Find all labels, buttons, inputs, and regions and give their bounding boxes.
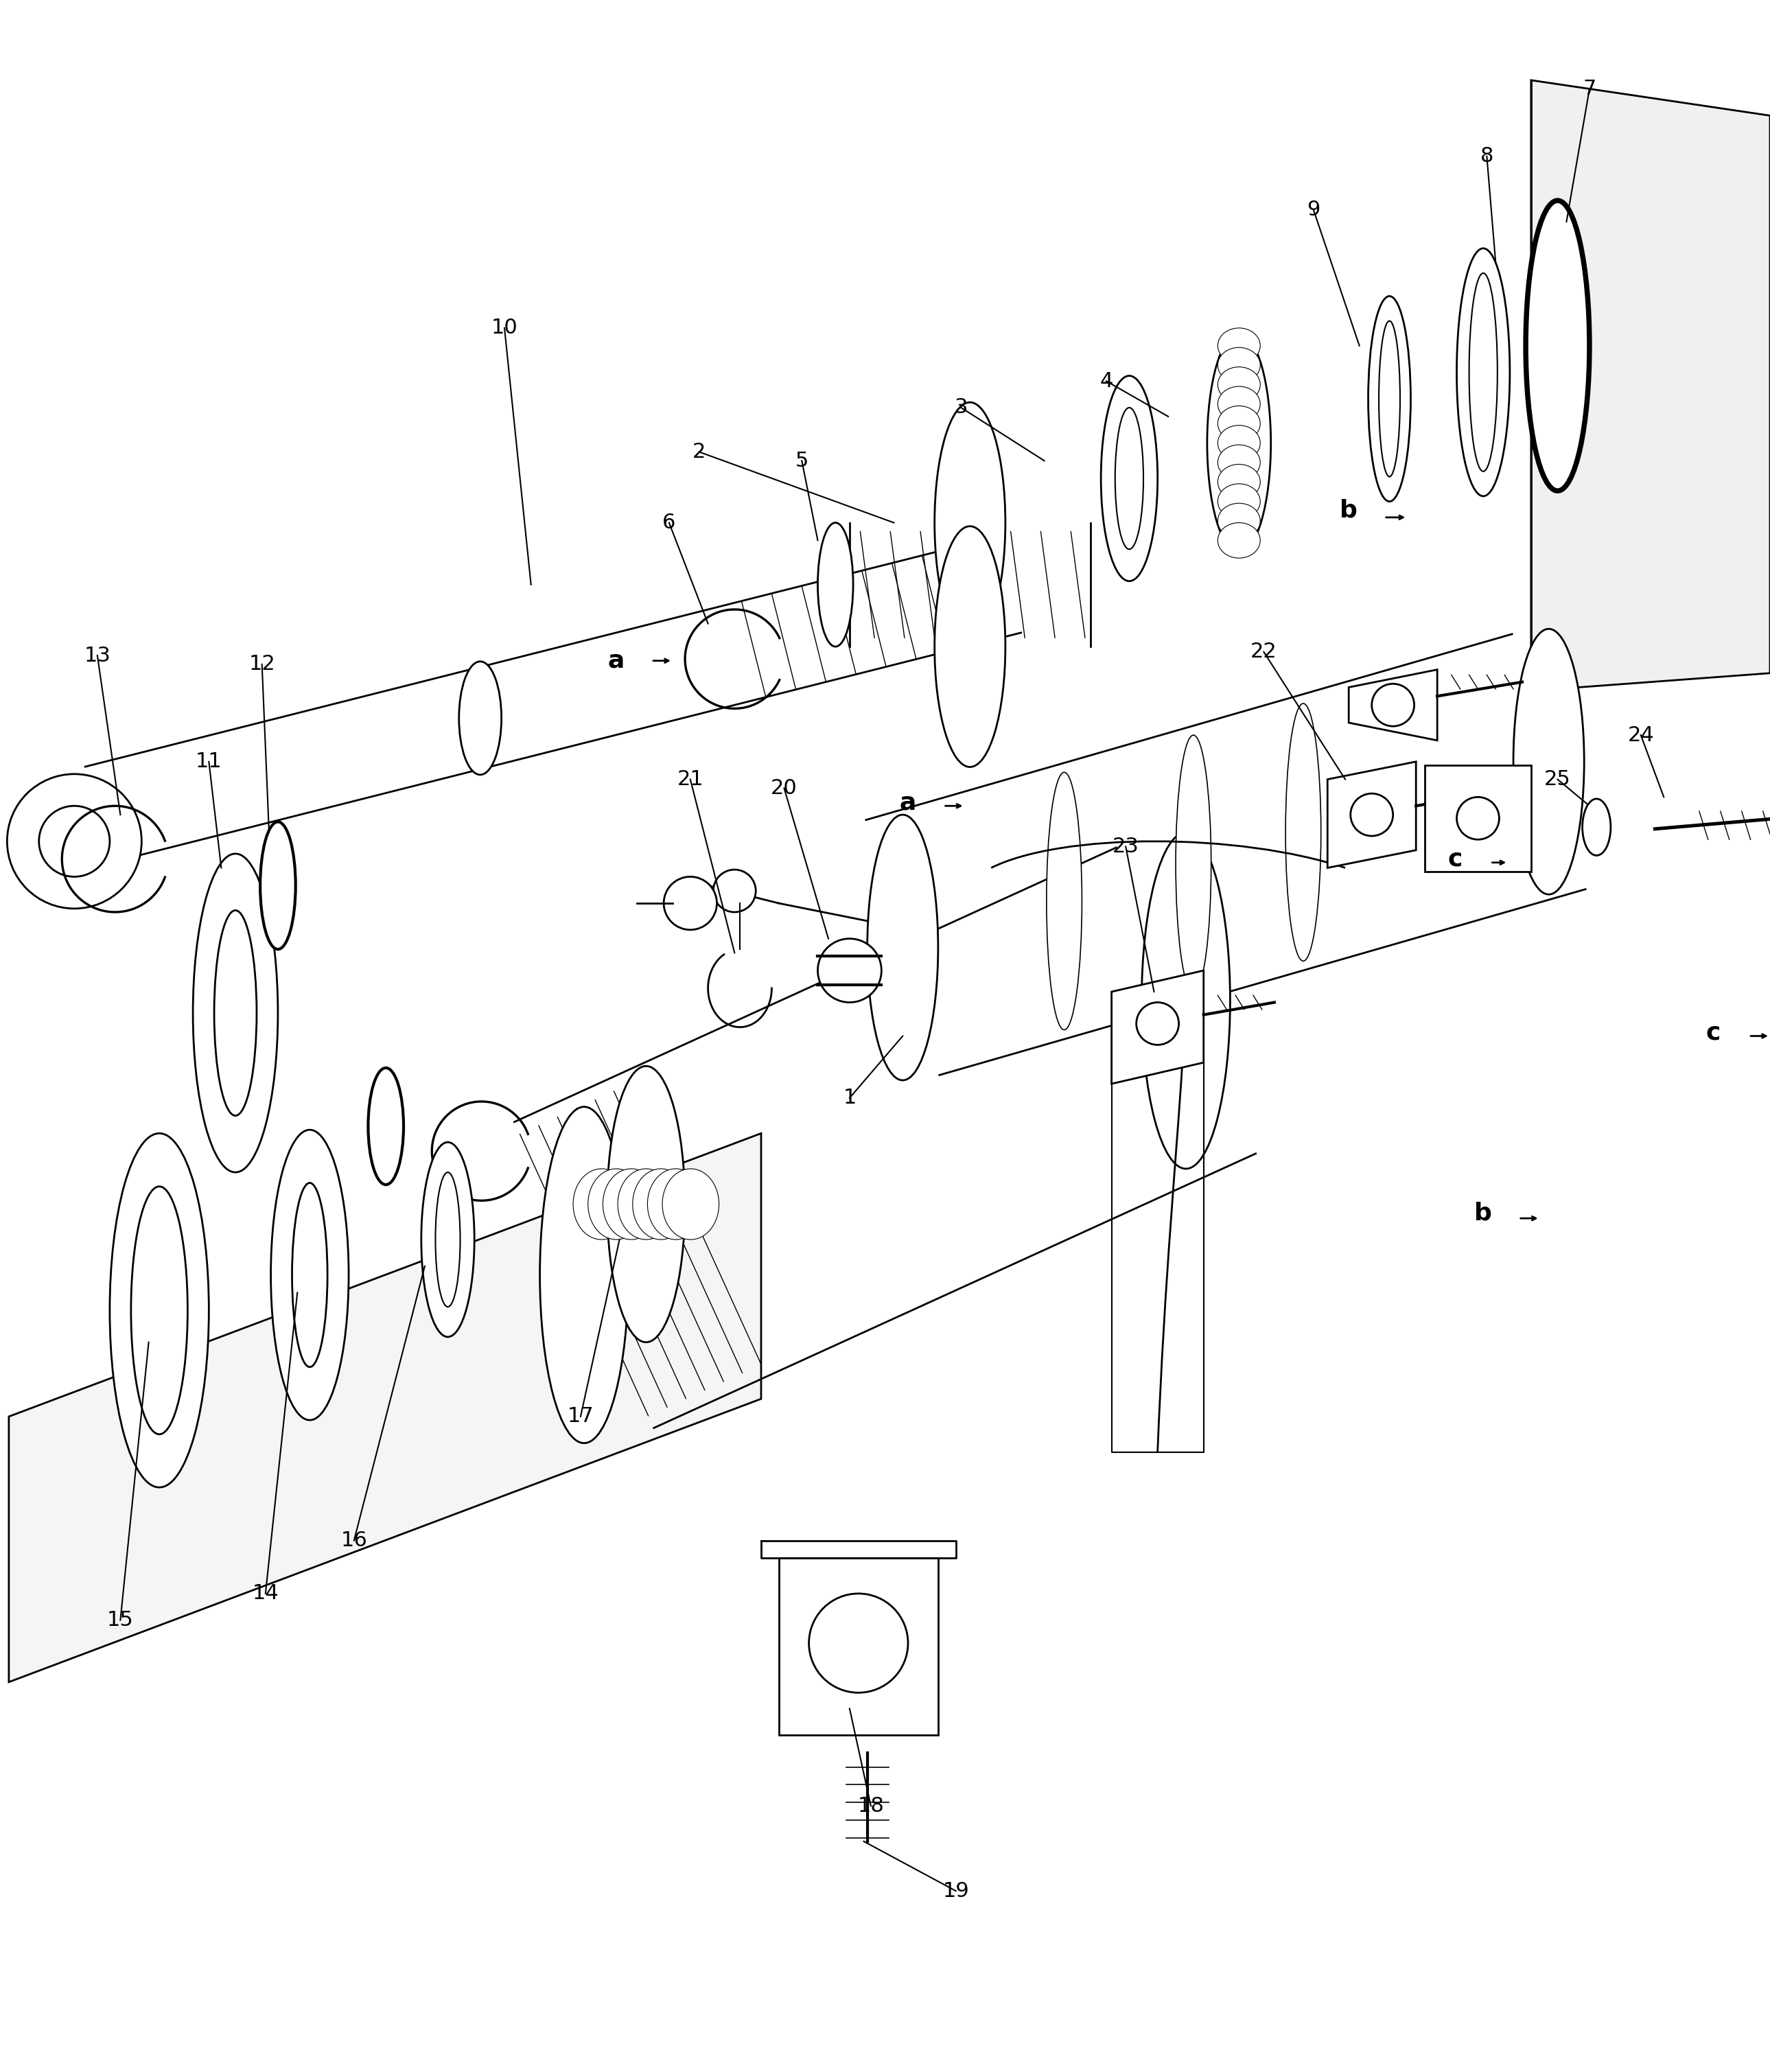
Circle shape [1457,798,1499,839]
Ellipse shape [618,1169,674,1239]
Ellipse shape [1218,385,1260,423]
Text: 18: 18 [857,1796,885,1815]
Polygon shape [1328,762,1416,868]
Ellipse shape [1218,406,1260,441]
Circle shape [1372,684,1414,727]
Ellipse shape [131,1187,188,1434]
Ellipse shape [1526,201,1589,491]
Ellipse shape [271,1129,349,1419]
Text: 6: 6 [662,512,676,533]
Text: 22: 22 [1250,642,1278,661]
Circle shape [1136,1003,1179,1044]
Ellipse shape [1368,296,1411,501]
Text: 14: 14 [251,1583,280,1604]
Ellipse shape [421,1142,474,1336]
Text: 12: 12 [248,655,276,673]
Circle shape [7,775,142,908]
Ellipse shape [867,814,938,1080]
Ellipse shape [1582,800,1611,856]
Ellipse shape [1218,503,1260,539]
Text: 21: 21 [676,769,704,789]
Ellipse shape [110,1133,209,1488]
Ellipse shape [648,1169,704,1239]
Text: 20: 20 [770,779,798,798]
Ellipse shape [435,1173,460,1307]
Ellipse shape [1457,249,1510,495]
Circle shape [664,876,717,930]
Ellipse shape [607,1067,685,1343]
Ellipse shape [193,854,278,1173]
Circle shape [1351,794,1393,835]
Ellipse shape [632,1169,689,1239]
Ellipse shape [1218,367,1260,402]
Ellipse shape [1218,483,1260,520]
Ellipse shape [292,1183,327,1368]
Text: 11: 11 [195,752,223,771]
Text: 3: 3 [954,398,968,419]
Ellipse shape [662,1169,719,1239]
Ellipse shape [458,661,501,775]
Text: 4: 4 [1099,371,1113,392]
Ellipse shape [935,526,1005,767]
Circle shape [39,806,110,876]
Text: c: c [1706,1021,1720,1044]
Text: 24: 24 [1627,725,1655,746]
Polygon shape [1531,81,1770,690]
Text: a: a [607,649,625,673]
Circle shape [809,1593,908,1693]
Text: b: b [1474,1202,1492,1225]
Ellipse shape [588,1169,644,1239]
Ellipse shape [1115,408,1143,549]
Ellipse shape [1218,445,1260,481]
Ellipse shape [1218,348,1260,383]
Ellipse shape [1046,773,1081,1030]
Polygon shape [9,1133,761,1682]
Circle shape [818,939,881,1003]
Text: c: c [1448,847,1462,870]
Circle shape [713,870,756,912]
Ellipse shape [1513,630,1584,895]
Text: 2: 2 [692,441,706,462]
Text: 9: 9 [1306,199,1320,220]
Ellipse shape [1218,522,1260,557]
Text: 15: 15 [106,1610,135,1631]
Ellipse shape [540,1106,628,1442]
Polygon shape [1425,765,1531,872]
Ellipse shape [1379,321,1400,477]
Text: 13: 13 [83,646,112,665]
Text: 17: 17 [566,1407,595,1426]
Ellipse shape [1142,833,1230,1169]
Ellipse shape [1218,425,1260,460]
Text: a: a [899,792,917,814]
Text: 8: 8 [1480,147,1494,166]
Ellipse shape [1207,334,1271,553]
Ellipse shape [260,823,296,949]
Text: b: b [1340,499,1358,522]
Text: 10: 10 [490,317,519,338]
Text: 7: 7 [1582,79,1597,99]
Polygon shape [1112,970,1204,1084]
Text: 1: 1 [843,1088,857,1109]
Ellipse shape [1101,375,1158,580]
Ellipse shape [1218,464,1260,499]
Ellipse shape [1285,704,1320,961]
Polygon shape [1349,669,1437,740]
Text: 16: 16 [340,1531,368,1550]
Polygon shape [779,1558,938,1734]
Ellipse shape [818,522,853,646]
Text: 19: 19 [942,1881,970,1900]
Ellipse shape [1469,274,1497,470]
Text: 25: 25 [1543,769,1572,789]
Ellipse shape [573,1169,630,1239]
Text: 5: 5 [795,452,809,470]
Ellipse shape [1175,736,1211,992]
Text: 23: 23 [1112,837,1140,856]
Ellipse shape [1218,327,1260,363]
Ellipse shape [604,1169,660,1239]
Ellipse shape [935,402,1005,642]
Ellipse shape [214,910,257,1115]
Ellipse shape [368,1067,404,1185]
